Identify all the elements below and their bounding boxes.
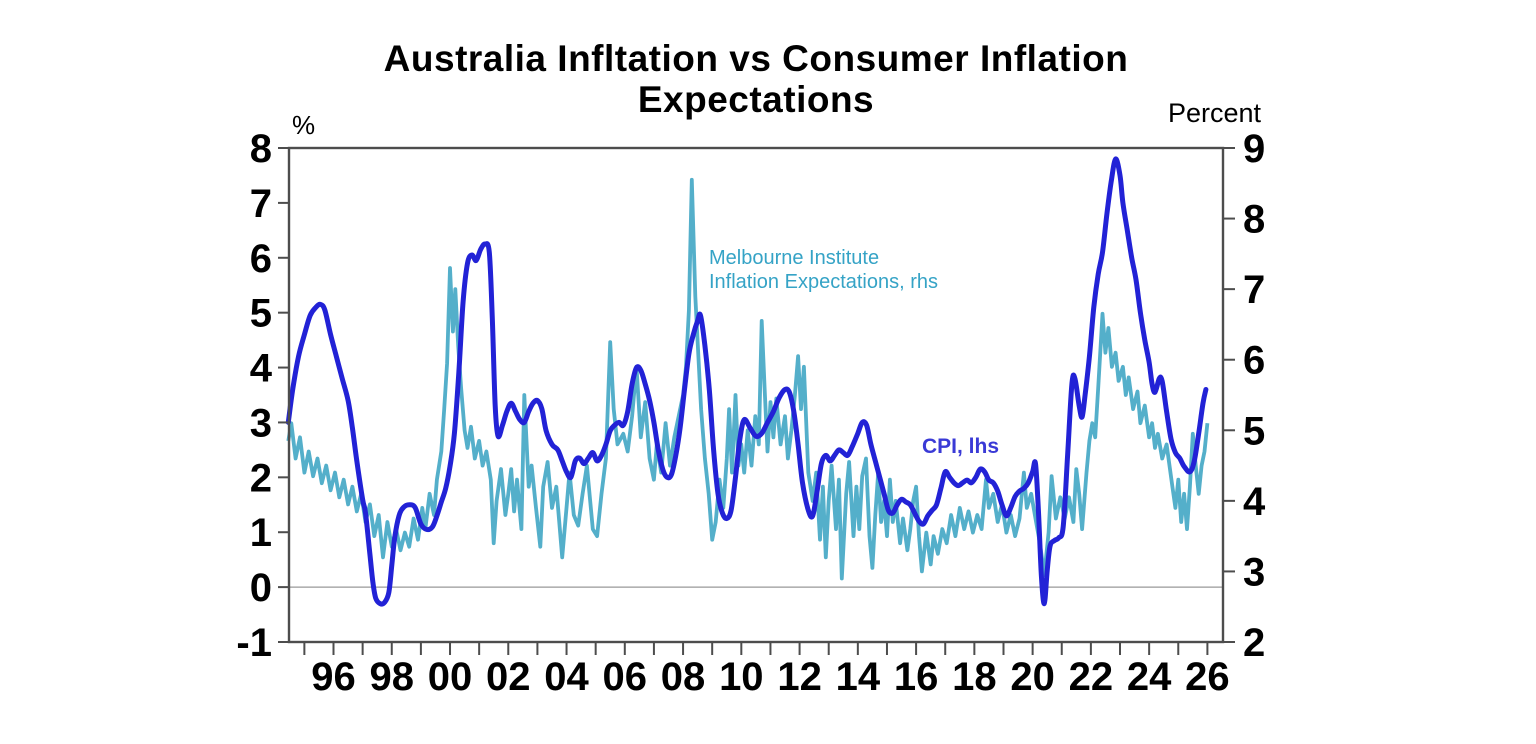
right-axis-tick-label: 9 [1243, 127, 1265, 171]
right-axis-tick-label: 8 [1243, 198, 1265, 242]
x-axis-tick-label: 04 [544, 655, 589, 699]
x-axis-tick-label: 00 [428, 655, 473, 699]
left-axis-tick-label: 0 [250, 566, 272, 610]
x-axis-tick-label: 20 [1010, 655, 1055, 699]
left-axis-tick-label: 8 [250, 127, 272, 171]
cpi-line [285, 156, 1209, 607]
left-axis-tick-label: 3 [250, 401, 272, 445]
x-axis-tick-label: 12 [777, 655, 822, 699]
plot-frame [287, 146, 1225, 644]
left-axis-tick-label: 5 [250, 292, 272, 336]
right-axis-tick-label: 6 [1243, 339, 1265, 383]
x-axis-tick-label: 96 [311, 655, 356, 699]
right-axis-tick-label: 5 [1243, 409, 1265, 453]
x-axis-tick-label: 22 [1069, 655, 1114, 699]
x-axis-tick-label: 24 [1127, 655, 1172, 699]
left-axis-tick-label: 2 [250, 456, 272, 500]
x-axis-tick-label: 26 [1185, 655, 1230, 699]
right-axis-tick-label: 4 [1243, 480, 1266, 524]
x-axis-tick-label: 98 [370, 655, 415, 699]
x-axis-tick-label: 08 [661, 655, 706, 699]
x-axis-tick-label: 16 [894, 655, 939, 699]
right-axis-tick-label: 2 [1243, 621, 1265, 665]
x-axis-tick-label: 14 [836, 655, 881, 699]
annotation-melbourne-institute-series-label: Melbourne Institute Inflation Expectatio… [709, 247, 939, 293]
annotation-cpi-series-label: CPI, lhs [922, 435, 1000, 458]
left-axis-tick-label: 1 [250, 511, 272, 555]
left-axis-tick-label: 7 [250, 182, 272, 226]
left-axis-tick-label: 4 [250, 347, 273, 391]
left-axis-tick-label: 6 [250, 237, 272, 281]
left-axis-tick-label: -1 [236, 621, 272, 665]
right-axis-unit-label: Percent [1168, 98, 1262, 128]
right-axis-tick-label: 3 [1243, 550, 1265, 594]
chart-title: Australia Infltation vs Consumer Inflati… [383, 38, 1129, 120]
x-axis-tick-label: 18 [952, 655, 997, 699]
x-axis-tick-label: 10 [719, 655, 764, 699]
left-axis-unit-label: % [292, 110, 316, 140]
inflation-expectations-line [286, 177, 1210, 581]
x-axis-tick-label: 02 [486, 655, 531, 699]
x-axis-tick-label: 06 [603, 655, 648, 699]
right-axis-tick-label: 7 [1243, 268, 1265, 312]
